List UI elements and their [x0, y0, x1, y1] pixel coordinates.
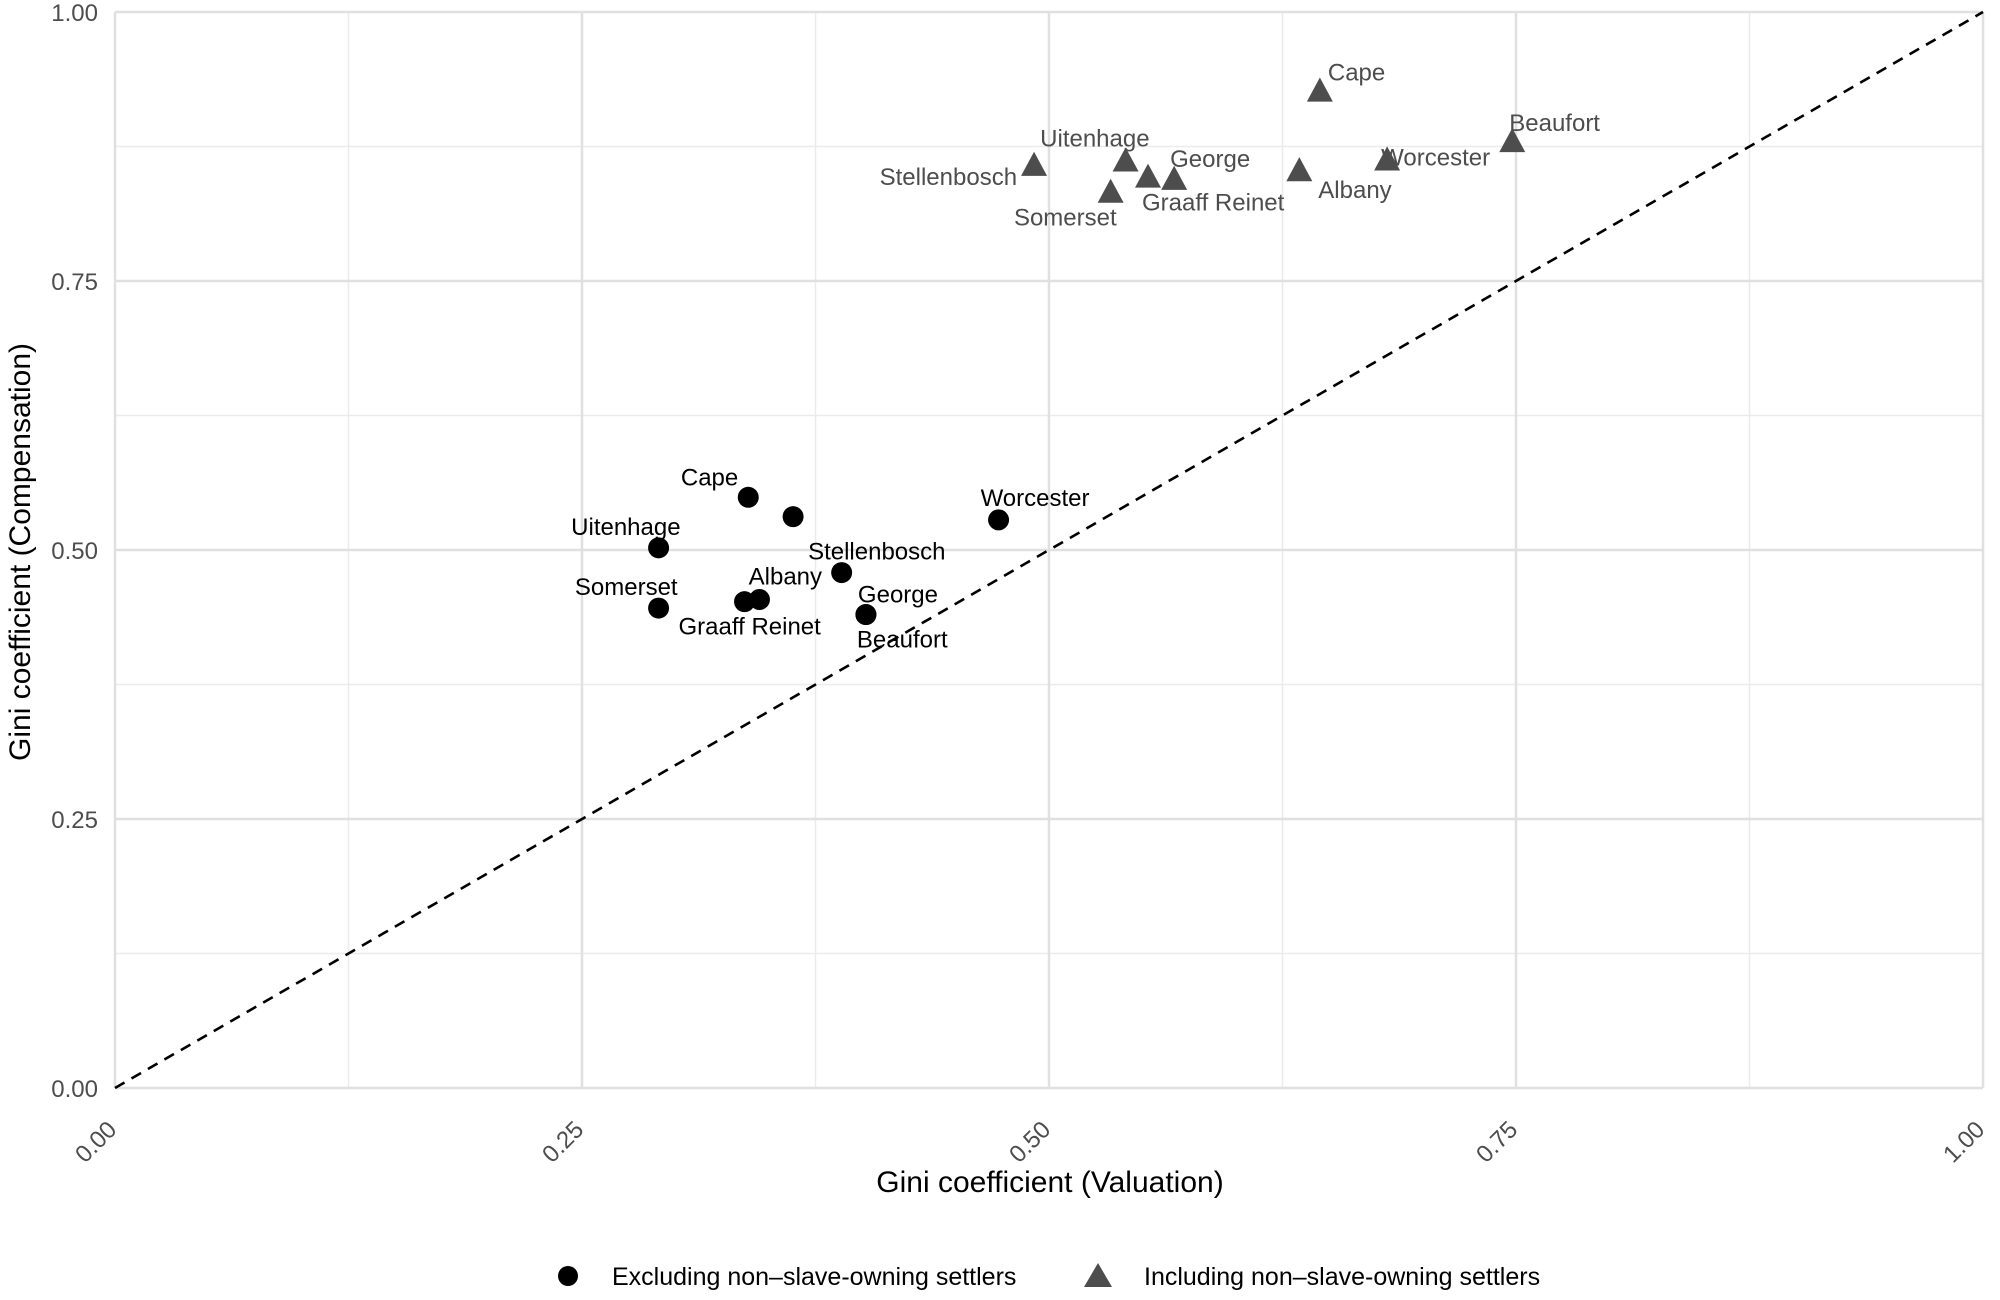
point-label: George: [858, 582, 938, 609]
y-tick-label: 0.75: [51, 269, 98, 296]
x-axis-label: Gini coefficient (Valuation): [876, 1166, 1223, 1199]
reference-line-layer: [114, 10, 1984, 1090]
point-marker-excluding: [831, 562, 853, 584]
point-label: Worcester: [1381, 144, 1490, 171]
legend-marker-excluding: [558, 1266, 578, 1286]
legend-marker-including: [1084, 1263, 1112, 1287]
point-marker-including: [1021, 151, 1048, 176]
point-label: Graaff Reinet: [679, 614, 822, 641]
point-marker-including: [1499, 128, 1526, 153]
point-marker-including: [1286, 157, 1313, 182]
point-label: Stellenbosch: [808, 539, 945, 566]
point-label: George: [1170, 146, 1250, 173]
legend-label-including: Including non–slave-owning settlers: [1144, 1263, 1540, 1291]
y-tick-label: 0.50: [51, 538, 98, 565]
point-label: Stellenbosch: [880, 164, 1017, 191]
point-marker-excluding: [855, 604, 877, 626]
point-marker-including: [1097, 178, 1124, 203]
data-points: [648, 77, 1526, 626]
legend: Excluding non–slave-owning settlers Incl…: [558, 1263, 1540, 1291]
point-marker-excluding: [737, 486, 759, 508]
point-marker-excluding: [648, 597, 670, 619]
diagonal-reference-line: [114, 10, 1984, 1090]
point-marker-excluding: [988, 509, 1010, 531]
point-label: Worcester: [981, 485, 1090, 512]
point-labels: Cape Stellenbosch Uitenhage Worcester Albany…: [571, 60, 1600, 654]
point-marker-excluding: [782, 506, 804, 528]
point-label: Cape: [1328, 60, 1385, 87]
y-axis-label: Gini coefficient (Compensation): [4, 343, 37, 761]
point-marker-including: [1374, 146, 1401, 171]
axis-ticks: 0.000.250.500.751.000.00 0.25 0.50 0.75 1.00: [51, 0, 1990, 1168]
point-marker-excluding: [648, 537, 670, 559]
y-tick-label: 0.25: [51, 807, 98, 834]
point-marker-excluding: [748, 588, 770, 610]
point-label: Beaufort: [857, 627, 948, 654]
point-marker-including: [1161, 165, 1188, 190]
point-marker-including: [1135, 163, 1162, 188]
point-label: Somerset: [1014, 205, 1117, 232]
legend-label-excluding: Excluding non–slave-owning settlers: [612, 1263, 1016, 1291]
point-label: Albany: [1318, 177, 1391, 204]
point-label: Albany: [749, 564, 822, 591]
point-marker-including: [1112, 147, 1139, 172]
point-label: Beaufort: [1509, 110, 1600, 137]
point-label: Cape: [681, 464, 738, 491]
y-tick-label: 1.00: [51, 0, 98, 27]
point-label: Somerset: [575, 574, 678, 601]
point-label: Uitenhage: [1040, 125, 1149, 152]
point-label: Uitenhage: [571, 514, 680, 541]
y-tick-label: 0.00: [51, 1076, 98, 1103]
point-marker-including: [1306, 77, 1333, 102]
point-label: Graaff Reinet: [1142, 190, 1285, 217]
grid-lines: [113, 10, 1985, 1090]
